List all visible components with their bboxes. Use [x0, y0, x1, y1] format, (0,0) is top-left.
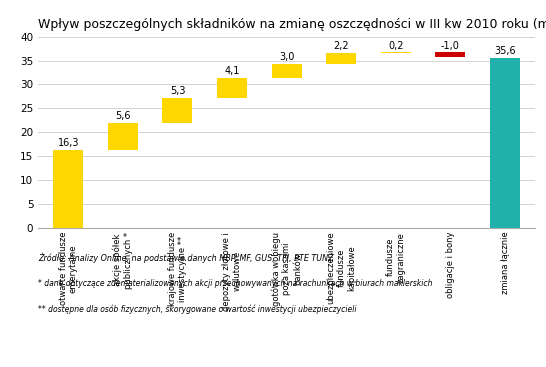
- Text: Wpływ poszczególnych składników na zmianę oszczędności w III kw 2010 roku (mld P: Wpływ poszczególnych składników na zmian…: [38, 18, 546, 31]
- Bar: [326, 54, 356, 64]
- Text: * dane dotyczące zdematerializowanych akcji przechowywanych na rachunkach w biur: * dane dotyczące zdematerializowanych ak…: [38, 279, 433, 288]
- Text: 2,2: 2,2: [334, 41, 349, 51]
- Bar: [163, 98, 192, 123]
- Text: 4,1: 4,1: [224, 66, 240, 76]
- Text: 35,6: 35,6: [494, 46, 516, 56]
- Text: 3,0: 3,0: [279, 52, 294, 62]
- Bar: [381, 52, 411, 54]
- Text: Źródło: Analizy Online, na podstawie danych NBP, MF, GUS, TFI, PTE TUNŻ: Źródło: Analizy Online, na podstawie dan…: [38, 252, 334, 262]
- Text: 16,3: 16,3: [57, 138, 79, 148]
- Bar: [272, 64, 301, 78]
- Bar: [217, 78, 247, 98]
- Text: -1,0: -1,0: [441, 40, 460, 51]
- Bar: [108, 123, 138, 150]
- Text: 5,6: 5,6: [115, 111, 130, 121]
- Bar: [435, 52, 465, 57]
- Text: 0,2: 0,2: [388, 40, 403, 51]
- Text: ** dostępne dla osób fizycznych, skorygowane o wartość inwestycji ubezpieczyciel: ** dostępne dla osób fizycznych, skorygo…: [38, 305, 357, 314]
- Bar: [490, 58, 520, 228]
- Text: 5,3: 5,3: [170, 86, 185, 96]
- Bar: [54, 150, 83, 228]
